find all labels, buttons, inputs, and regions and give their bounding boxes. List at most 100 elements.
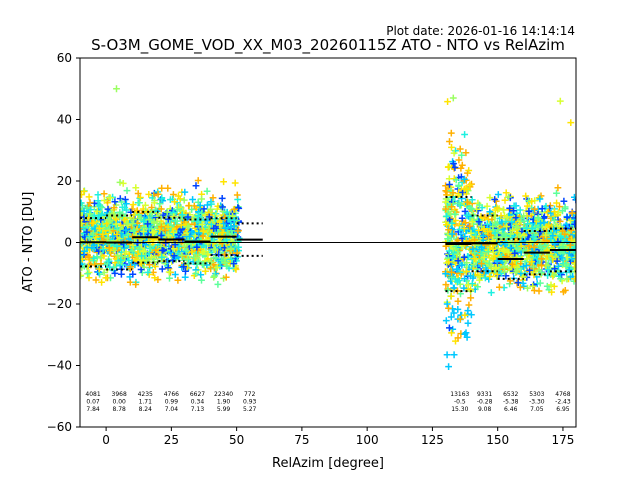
data-point [99, 246, 107, 253]
data-point [116, 179, 124, 186]
data-point [180, 207, 187, 215]
data-point [478, 244, 485, 251]
y-axis-label: ATO - NTO [DU] [21, 192, 36, 293]
data-point [448, 230, 456, 238]
data-point [456, 315, 464, 323]
bin-stat-mean: 0.34 [191, 399, 205, 406]
data-point [132, 281, 140, 288]
data-point [519, 263, 527, 270]
data-point [173, 223, 181, 231]
data-point [235, 205, 243, 212]
data-point [454, 297, 462, 305]
bin-stat-count: 9331 [477, 391, 492, 398]
data-point [220, 178, 227, 186]
y-tick-label: −40 [47, 359, 72, 373]
data-point [512, 223, 520, 230]
data-point [520, 217, 528, 225]
bin-stat-std: 6.46 [504, 406, 518, 413]
data-point [202, 267, 209, 275]
bin-stat-mean: 1.90 [217, 399, 231, 406]
data-point [134, 190, 142, 197]
data-point [222, 224, 229, 232]
bin-stat-mean: -3.30 [529, 399, 545, 406]
bin-stat-mean: 0.99 [165, 399, 179, 406]
data-point [181, 188, 189, 196]
data-point [467, 294, 475, 302]
data-point [128, 247, 136, 255]
data-point [122, 226, 130, 234]
data-point [502, 272, 510, 280]
data-point [475, 218, 483, 226]
chart-title: S-O3M_GOME_VOD_XX_M03_20260115Z ATO - NT… [91, 36, 565, 55]
data-point [80, 207, 88, 215]
data-point [130, 226, 138, 234]
data-point [563, 275, 571, 283]
data-point [454, 334, 462, 342]
data-point [173, 217, 181, 225]
data-point [148, 204, 156, 211]
data-point [447, 292, 455, 300]
data-point [86, 199, 94, 206]
data-point [442, 281, 450, 288]
bin-stat-mean: 0.93 [243, 399, 257, 406]
data-point [140, 218, 148, 225]
bin-stat-std: 7.13 [191, 406, 205, 413]
data-point [106, 225, 114, 233]
data-point [98, 278, 105, 286]
data-point [81, 247, 88, 255]
data-point [136, 199, 143, 207]
data-point [544, 272, 551, 279]
data-point [219, 220, 227, 228]
data-point [554, 184, 562, 192]
data-point [142, 201, 149, 209]
data-point [470, 261, 478, 268]
data-point [571, 275, 576, 283]
data-point [466, 181, 474, 189]
data-point [101, 197, 108, 204]
y-tick-label: 60 [57, 51, 72, 65]
data-point [198, 195, 205, 203]
data-point [450, 160, 457, 167]
data-point [450, 351, 458, 359]
data-point [509, 227, 516, 234]
data-point [83, 228, 91, 236]
data-point [562, 262, 570, 270]
data-point [484, 220, 491, 228]
data-point [195, 229, 203, 237]
bin-stat-mean: -5.38 [503, 399, 519, 406]
data-point [499, 246, 507, 253]
bin-stat-mean: -0.5 [454, 399, 466, 406]
data-point [235, 235, 243, 242]
data-point [178, 211, 186, 219]
data-point [208, 200, 215, 208]
data-point [445, 258, 453, 266]
data-point [207, 205, 214, 213]
data-point [212, 215, 219, 223]
data-point [549, 232, 557, 240]
data-point [448, 203, 455, 211]
data-point [550, 283, 558, 290]
data-point [150, 219, 158, 227]
data-point [444, 163, 452, 171]
data-point [463, 211, 471, 219]
data-point [442, 205, 450, 213]
data-point [444, 98, 451, 105]
data-point [553, 257, 561, 265]
data-point [446, 138, 453, 145]
data-point [95, 265, 103, 273]
data-point [117, 256, 125, 264]
data-point [492, 220, 500, 228]
data-point [536, 279, 544, 287]
data-point [170, 213, 178, 220]
data-point [223, 262, 231, 270]
data-point [443, 212, 451, 220]
data-point [94, 191, 102, 199]
data-point [538, 269, 545, 276]
data-point [510, 202, 518, 210]
data-point [468, 196, 476, 204]
data-point [216, 221, 224, 229]
data-point [204, 250, 212, 258]
data-point [531, 287, 538, 294]
data-point [113, 231, 121, 238]
